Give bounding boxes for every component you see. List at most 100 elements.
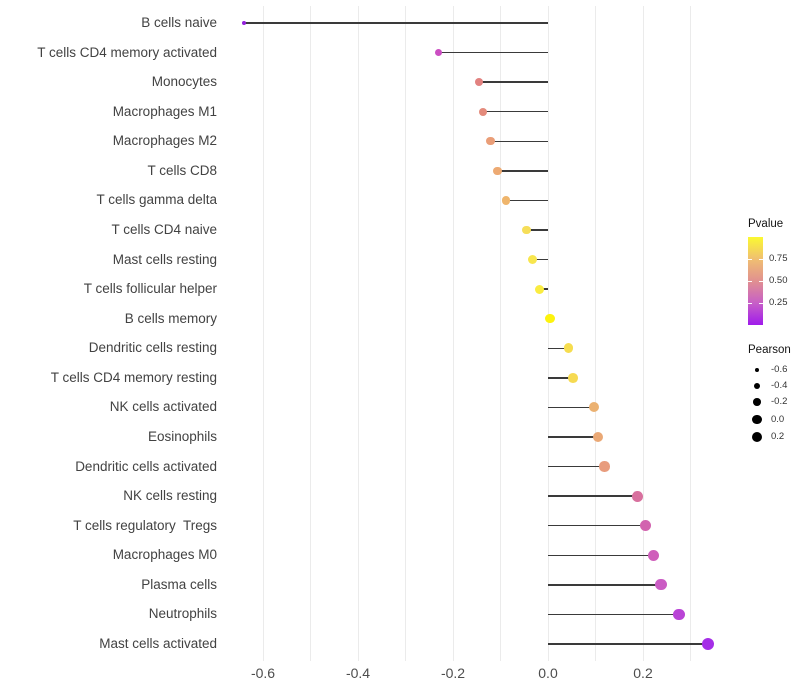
lollipop-stem	[526, 229, 548, 231]
lollipop-stem	[548, 347, 569, 350]
lollipop-stem	[532, 258, 548, 261]
colorbar-tick	[759, 259, 763, 260]
lollipop-dot	[568, 372, 579, 383]
x-tick-label: -0.6	[250, 665, 276, 681]
lollipop-stem	[490, 140, 548, 143]
size-legend-dot	[754, 367, 760, 373]
category-label: NK cells resting	[123, 488, 217, 504]
category-label: Monocytes	[151, 74, 217, 90]
lollipop-dot	[592, 431, 603, 443]
lollipop-stem	[497, 170, 548, 172]
lollipop-dot	[479, 107, 488, 116]
gridline	[405, 6, 406, 661]
size-legend-label: -0.2	[771, 396, 788, 407]
category-label: B cells naive	[141, 15, 217, 30]
category-label: T cells gamma delta	[96, 192, 217, 208]
size-legend-label: 0.0	[771, 413, 785, 425]
lollipop-dot	[486, 137, 495, 146]
colorbar-tick-label: 0.25	[769, 297, 788, 308]
colorbar-tick	[748, 259, 752, 260]
lollipop-dot	[545, 314, 555, 324]
x-tick-label: -0.4	[345, 665, 371, 681]
category-label: Macrophages M2	[112, 133, 217, 149]
gridline	[595, 6, 596, 661]
lollipop-stem	[548, 377, 574, 379]
lollipop-dot	[493, 166, 502, 176]
gridline	[500, 6, 501, 661]
category-label: Plasma cells	[141, 576, 217, 592]
category-label: NK cells activated	[109, 399, 217, 415]
category-label: T cells follicular helper	[83, 281, 217, 297]
lollipop-stem	[548, 643, 709, 645]
category-label: Eosinophils	[147, 428, 217, 444]
lollipop-dot	[521, 225, 531, 235]
lollipop-dot	[528, 255, 538, 265]
lollipop-dot	[435, 48, 443, 57]
lollipop-dot	[632, 490, 644, 502]
size-legend-dot	[753, 382, 761, 390]
lollipop-stem	[438, 51, 548, 54]
category-label: T cells CD4 memory resting	[50, 369, 217, 385]
category-label: Mast cells resting	[112, 251, 217, 267]
lollipop-dot	[241, 20, 247, 26]
gridline	[690, 6, 691, 661]
lollipop-dot	[475, 78, 484, 87]
gridline	[357, 6, 359, 661]
category-label: Mast cells activated	[99, 635, 217, 651]
gridline	[642, 6, 644, 661]
category-label: Macrophages M0	[112, 547, 217, 563]
gridline	[547, 6, 549, 661]
lollipop-dot	[563, 343, 574, 354]
size-legend-label: 0.2	[771, 431, 785, 442]
size-legend-dot	[753, 398, 761, 406]
lollipop-dot	[534, 284, 544, 294]
size-legend-dot	[752, 414, 762, 425]
lollipop-stem	[548, 524, 646, 527]
category-label: T cells CD4 naive	[111, 221, 217, 237]
lollipop-dot	[589, 402, 600, 413]
colorbar-tick	[748, 303, 752, 304]
pvalue-legend-title: Pvalue	[748, 218, 784, 230]
colorbar-tick	[759, 281, 763, 282]
lollipop-dot	[647, 549, 659, 561]
gridline	[452, 6, 454, 661]
gridline	[310, 6, 311, 661]
category-label: Dendritic cells activated	[75, 458, 217, 474]
lollipop-stem	[548, 436, 598, 438]
lollipop-stem	[506, 199, 548, 202]
colorbar-tick	[748, 281, 752, 282]
category-label: Dendritic cells resting	[88, 340, 217, 356]
lollipop-dot	[599, 461, 610, 472]
lollipop-stem	[548, 584, 662, 586]
category-label: B cells memory	[124, 310, 217, 326]
lollipop-stem	[548, 613, 680, 616]
lollipop-dot	[655, 579, 667, 591]
size-legend-label: -0.4	[771, 380, 788, 391]
colorbar-tick	[759, 303, 763, 304]
pearson-legend-title: Pearson	[748, 344, 791, 356]
lollipop-stem	[548, 554, 654, 557]
lollipop-stem	[244, 22, 548, 24]
size-legend-dot	[751, 431, 763, 443]
lollipop-dot	[673, 608, 685, 621]
size-legend-label: -0.6	[771, 364, 788, 375]
lollipop-dot	[501, 196, 511, 205]
x-tick-label: -0.2	[440, 665, 466, 681]
lollipop-dot	[702, 637, 715, 650]
lollipop-stem	[479, 81, 548, 83]
gridline	[262, 6, 264, 661]
category-label: T cells CD4 memory activated	[37, 44, 217, 60]
lollipop-stem	[548, 406, 595, 409]
category-label: Neutrophils	[148, 606, 217, 622]
category-label: Macrophages M1	[112, 103, 217, 119]
x-tick-label: 0.0	[538, 665, 558, 681]
lollipop-stem	[483, 110, 548, 113]
category-label: T cells CD8	[147, 162, 217, 178]
colorbar-tick-label: 0.75	[769, 253, 788, 264]
lollipop-stem	[548, 495, 638, 497]
lollipop-dot	[640, 520, 652, 532]
category-label: T cells regulatory Tregs	[73, 517, 217, 533]
colorbar-tick-label: 0.50	[769, 275, 788, 286]
x-tick-label: 0.2	[633, 665, 653, 681]
